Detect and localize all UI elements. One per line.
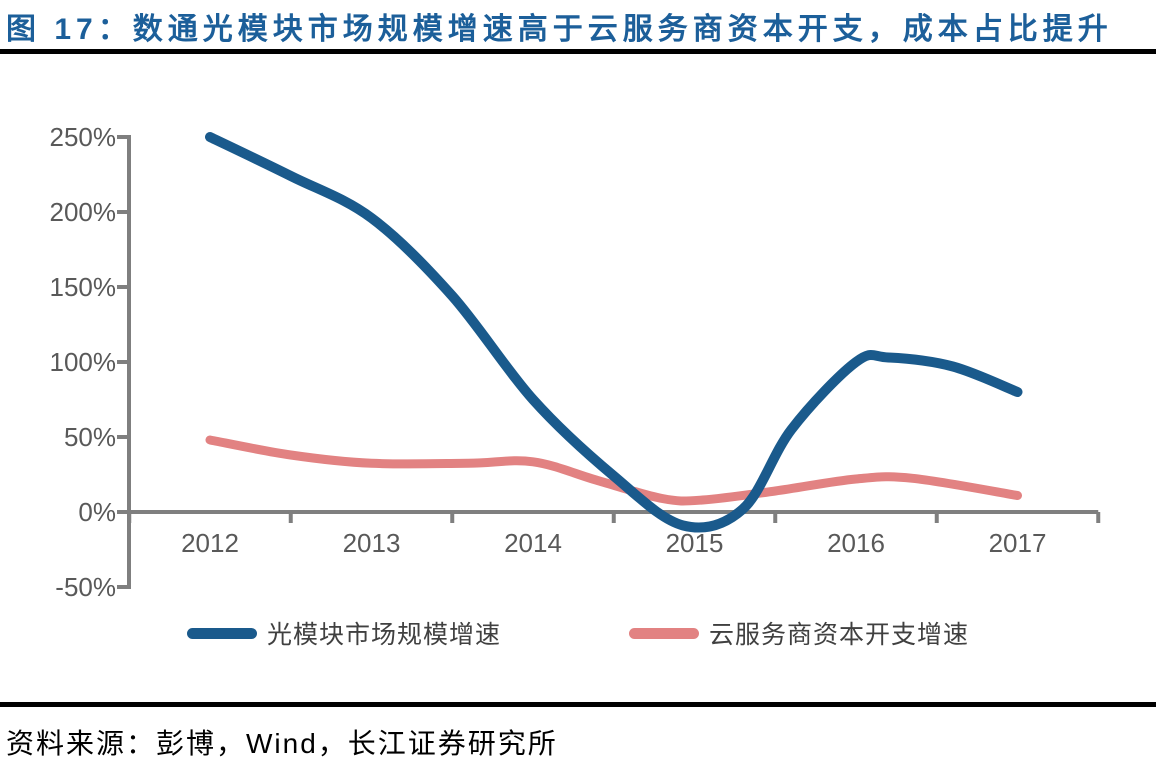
y-axis-label: 50% — [63, 422, 116, 452]
y-axis-label: 0% — [78, 497, 116, 527]
x-axis-label: 2012 — [181, 528, 239, 558]
series-line-0 — [205, 132, 1023, 533]
legend-swatch-pink-line — [629, 627, 699, 639]
x-axis-label: 2016 — [827, 528, 885, 558]
legend-item-optical-module-growth: 光模块市场规模增速 — [187, 617, 501, 649]
source-note: 资料来源：彭博，Wind，长江证券研究所 — [6, 728, 558, 759]
x-axis-label: 2014 — [504, 528, 562, 558]
x-axis-label: 2015 — [665, 528, 724, 558]
x-axis-label: 2017 — [988, 528, 1047, 558]
figure-title: 图 17：数通光模块市场规模增速高于云服务商资本开支，成本占比提升 — [6, 13, 1113, 46]
title-separator-rule — [0, 49, 1156, 54]
legend-label-optical-module-growth: 光模块市场规模增速 — [267, 621, 502, 649]
footer-separator-rule — [0, 702, 1156, 707]
legend-item-cloud-capex-growth: 云服务商资本开支增速 — [629, 617, 969, 649]
legend-swatch-blue-line — [187, 627, 257, 639]
y-axis-label: 150% — [49, 272, 117, 302]
y-axis-label: 200% — [49, 197, 117, 227]
y-axis-label: -50% — [55, 572, 116, 602]
legend-label-cloud-capex-growth: 云服务商资本开支增速 — [709, 621, 970, 649]
y-axis-label: 250% — [49, 122, 117, 152]
x-axis-label: 2013 — [342, 528, 401, 558]
y-axis-label: 100% — [49, 347, 117, 377]
